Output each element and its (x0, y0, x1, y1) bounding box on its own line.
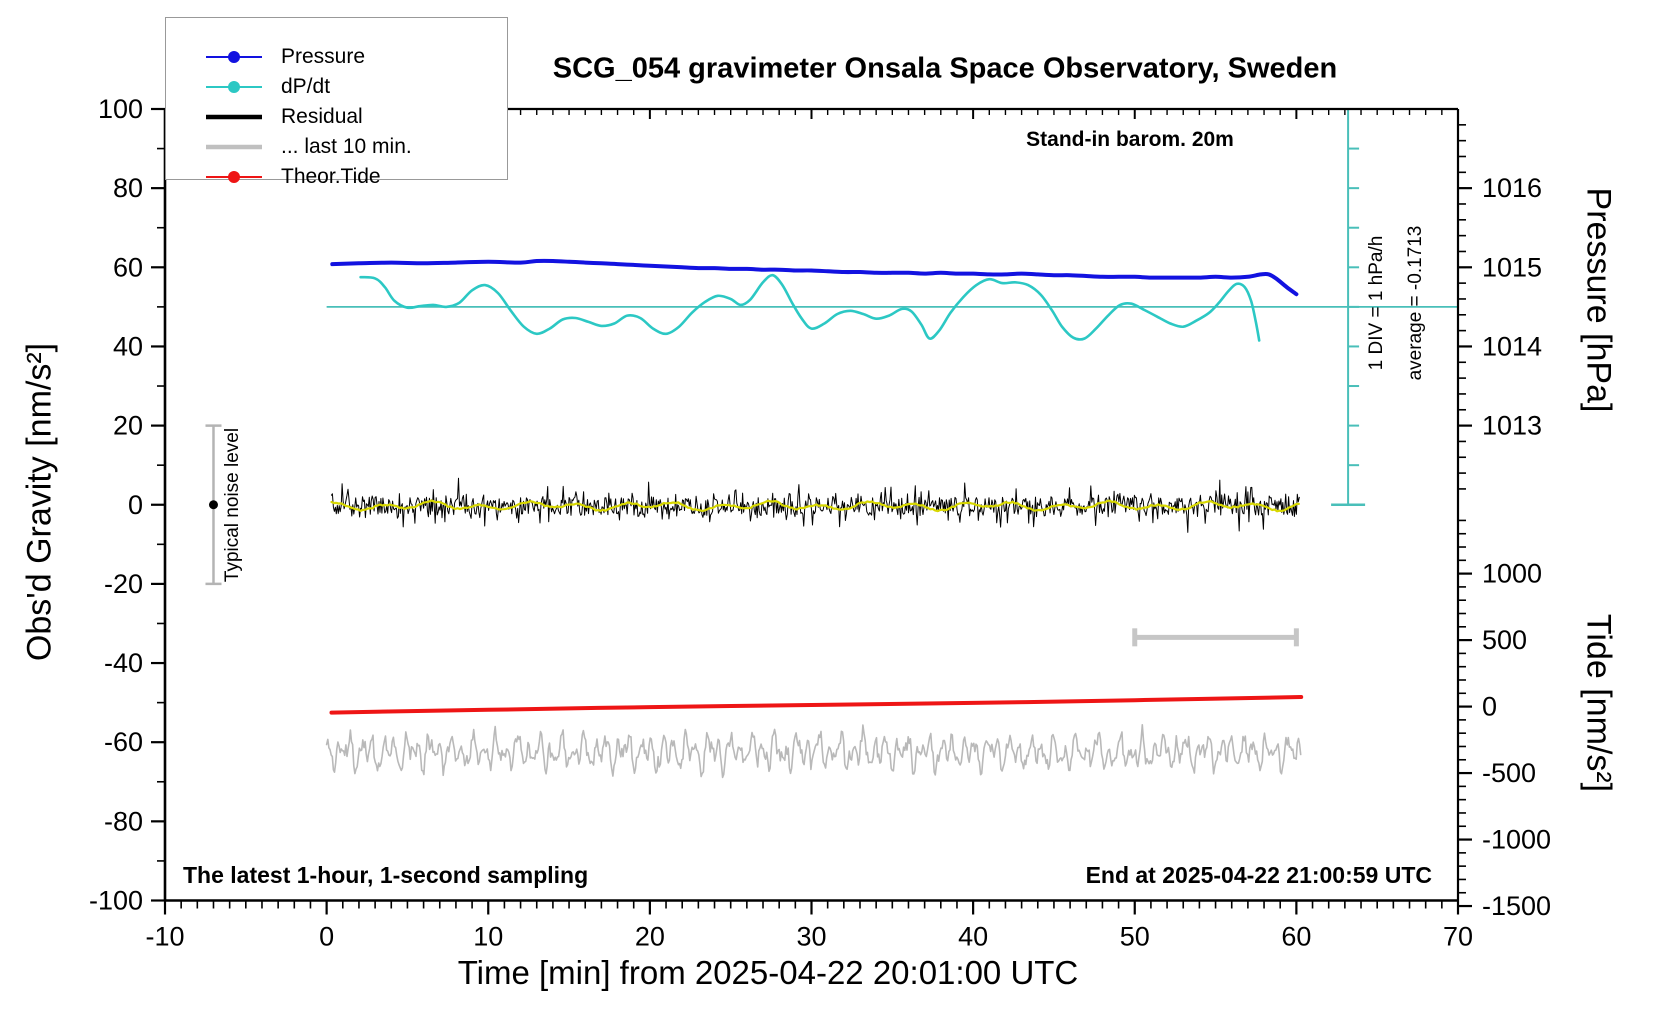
theortide-line-sample-icon (206, 171, 262, 183)
svg-text:0: 0 (1482, 692, 1497, 722)
svg-text:-500: -500 (1482, 758, 1536, 788)
legend-item-residual: Residual (166, 102, 507, 132)
div-scale-note: 1 DIV = 1 hPa/h (1366, 235, 1387, 371)
average-note: average = -0.1713 (1405, 225, 1426, 381)
typical-noise-label: Typical noise level (222, 427, 243, 583)
svg-text:10: 10 (473, 922, 503, 952)
svg-text:60: 60 (113, 252, 143, 282)
residual-line-sample-icon (206, 114, 262, 120)
svg-text:20: 20 (635, 922, 665, 952)
legend-item-last10min: ... last 10 min. (166, 132, 507, 162)
svg-text:-60: -60 (104, 727, 143, 757)
y-axis-left-label: Obs'd Gravity [nm/s²] (20, 342, 59, 662)
svg-text:-100: -100 (89, 886, 143, 916)
svg-text:80: 80 (113, 173, 143, 203)
svg-text:-80: -80 (104, 806, 143, 836)
legend-label: ... last 10 min. (281, 135, 412, 158)
svg-text:-10: -10 (145, 922, 184, 952)
svg-text:60: 60 (1281, 922, 1311, 952)
svg-text:1013: 1013 (1482, 411, 1542, 441)
y-axis-tide-label: Tide [nm/s²] (1579, 613, 1618, 793)
standin-barometer-note: Stand-in barom. 20m (1026, 128, 1234, 151)
sampling-note: The latest 1-hour, 1-second sampling (183, 862, 589, 888)
y-axis-pressure-label: Pressure [hPa] (1579, 187, 1618, 413)
svg-text:0: 0 (319, 922, 334, 952)
legend-item-theortide: Theor.Tide (166, 162, 507, 192)
svg-text:500: 500 (1482, 625, 1527, 655)
svg-text:1016: 1016 (1482, 173, 1542, 203)
legend-label: Theor.Tide (281, 165, 381, 188)
legend-item-pressure: Pressure (166, 42, 507, 72)
legend-box: Pressure dP/dt Residual ... last 10 min.… (165, 17, 508, 188)
svg-text:30: 30 (796, 922, 826, 952)
svg-text:1015: 1015 (1482, 252, 1542, 282)
svg-text:20: 20 (113, 411, 143, 441)
svg-text:-20: -20 (104, 569, 143, 599)
svg-text:-40: -40 (104, 648, 143, 678)
page-title: SCG_054 gravimeter Onsala Space Observat… (552, 52, 1338, 85)
svg-text:0: 0 (128, 490, 143, 520)
dpdt-line-sample-icon (206, 81, 262, 93)
svg-text:-1500: -1500 (1482, 891, 1551, 921)
x-axis-title: Time [min] from 2025-04-22 20:01:00 UTC (457, 954, 1079, 991)
pressure-line-sample-icon (206, 51, 262, 63)
svg-text:1000: 1000 (1482, 559, 1542, 589)
legend-label: Residual (281, 105, 363, 128)
svg-text:40: 40 (958, 922, 988, 952)
svg-text:1014: 1014 (1482, 331, 1542, 361)
legend-item-dpdt: dP/dt (166, 72, 507, 102)
last10min-line-sample-icon (206, 144, 262, 150)
svg-text:-1000: -1000 (1482, 825, 1551, 855)
svg-text:50: 50 (1120, 922, 1150, 952)
end-time-note: End at 2025-04-22 21:00:59 UTC (1085, 862, 1432, 888)
legend-label: dP/dt (281, 75, 331, 98)
legend-label: Pressure (281, 45, 366, 68)
svg-text:100: 100 (98, 94, 143, 124)
svg-text:70: 70 (1443, 922, 1473, 952)
svg-text:40: 40 (113, 331, 143, 361)
